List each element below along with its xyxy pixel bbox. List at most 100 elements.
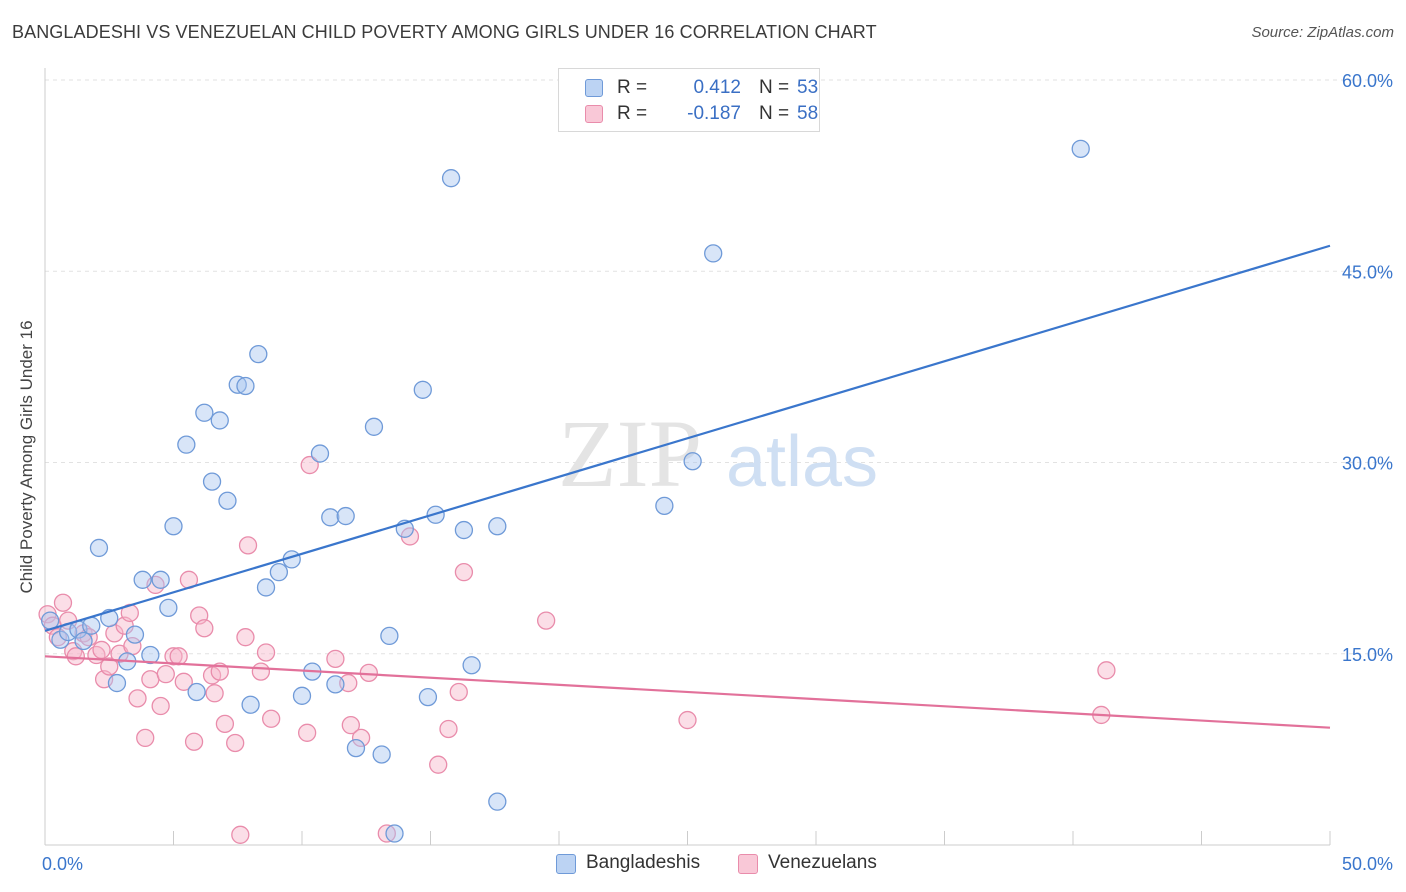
data-point-bangladeshis [51,630,70,649]
grid-lines [45,79,1392,655]
data-point-venezuelans [341,716,360,735]
data-point-bangladeshis [462,656,481,675]
data-point-venezuelans [300,455,319,475]
chart-title: BANGLADESHI VS VENEZUELAN CHILD POVERTY … [12,22,877,42]
data-point-bangladeshis [151,570,170,589]
data-point-bangladeshis [89,538,109,558]
data-point-bangladeshis [336,506,355,526]
trend-lines [44,244,1331,729]
bottom-legend-swatch-venezuelans [738,854,758,874]
data-point-bangladeshis [187,682,206,702]
y-tick-label: 15.0% [1342,645,1393,665]
source-label: Source: ZipAtlas.com [1251,24,1394,41]
legend: R = 0.412 N = 53 R = -0.187 N = 58 [558,68,820,132]
data-point-bangladeshis [74,631,93,651]
data-point-bangladeshis [133,570,152,589]
tick-labels: 15.0% 30.0% 45.0% 60.0% 0.0% 50.0% [42,71,1393,874]
data-point-venezuelans [141,670,160,689]
data-point-bangladeshis [228,375,247,394]
data-point-bangladeshis [655,496,674,516]
bottom-legend-label-bangladeshis: Bangladeshis [586,852,701,873]
data-point-bangladeshis [413,380,432,399]
y-tick-label: 60.0% [1342,71,1393,91]
axes [44,68,1331,846]
data-point-venezuelans [262,709,281,728]
data-point-venezuelans [231,825,250,844]
watermark: ZIP atlas [558,400,878,507]
data-point-bangladeshis [218,491,237,510]
data-point-venezuelans [256,643,276,662]
trend-line-bangladeshis [44,244,1331,632]
data-point-bangladeshis [326,675,345,694]
data-point-venezuelans [136,728,155,748]
data-point-bangladeshis [488,792,507,811]
data-point-venezuelans [156,665,175,684]
data-point-bangladeshis [141,645,160,665]
legend-r-value: -0.187 [687,103,741,124]
data-point-venezuelans [429,755,448,774]
data-point-venezuelans [53,593,73,612]
data-point-bangladeshis [372,745,391,764]
data-point-bangladeshis [125,625,145,644]
data-point-bangladeshis [292,686,312,705]
data-point-venezuelans [236,628,255,647]
data-point-venezuelans [678,710,697,730]
data-point-venezuelans [210,662,229,681]
legend-n-value: 53 [797,77,819,98]
data-point-bangladeshis [164,517,183,536]
data-point-bangladeshis [310,444,330,463]
data-point-venezuelans [184,732,204,751]
data-point-bangladeshis [236,376,255,396]
legend-r-label: R = [617,103,648,124]
data-point-venezuelans [92,640,111,660]
data-point-bangladeshis [418,687,438,707]
data-point-venezuelans [48,628,67,647]
legend-swatch-venezuelans [585,105,603,123]
bottom-legend-swatch-bangladeshis [556,854,576,874]
data-point-bangladeshis [321,508,340,527]
data-point-bangladeshis [210,411,229,430]
legend-n-value: 58 [797,103,819,124]
data-point-bangladeshis [195,403,214,422]
data-point-bangladeshis [269,563,289,582]
data-point-bangladeshis [256,578,276,597]
data-point-bangladeshis [241,695,260,714]
data-point-venezuelans [351,728,371,748]
data-point-venezuelans [151,696,170,716]
data-point-bangladeshis [488,517,507,536]
legend-swatch-bangladeshis [585,79,603,97]
data-point-bangladeshis [704,244,723,263]
x-tick-label: 50.0% [1342,854,1393,874]
data-point-venezuelans [537,611,556,630]
data-point-venezuelans [66,647,85,666]
data-point-venezuelans [439,719,458,739]
y-axis-label: Child Poverty Among Girls Under 16 [17,320,36,593]
data-point-venezuelans [128,689,147,708]
y-tick-label: 45.0% [1342,262,1393,282]
data-point-venezuelans [238,536,258,555]
trend-line-venezuelans [44,655,1331,729]
data-point-venezuelans [100,657,119,676]
data-point-venezuelans [251,662,271,681]
data-point-venezuelans [226,733,245,753]
data-point-bangladeshis [380,626,399,646]
data-point-bangladeshis [364,417,384,436]
watermark-zip: ZIP [558,400,702,507]
legend-n-label: N = [759,103,790,124]
data-point-bangladeshis [385,824,404,843]
legend-r-label: R = [617,77,648,98]
data-point-venezuelans [195,619,214,638]
legend-n-label: N = [759,77,790,98]
data-point-venezuelans [377,824,396,843]
data-point-venezuelans [326,649,345,668]
data-point-bangladeshis [107,673,127,693]
y-tick-label: 30.0% [1342,454,1393,474]
data-point-bangladeshis [159,598,178,617]
data-point-bangladeshis [454,520,474,540]
data-point-bangladeshis [346,738,366,758]
data-point-bangladeshis [177,435,196,454]
data-point-bangladeshis [441,169,461,188]
watermark-atlas: atlas [726,422,878,502]
data-point-bangladeshis [249,344,268,364]
